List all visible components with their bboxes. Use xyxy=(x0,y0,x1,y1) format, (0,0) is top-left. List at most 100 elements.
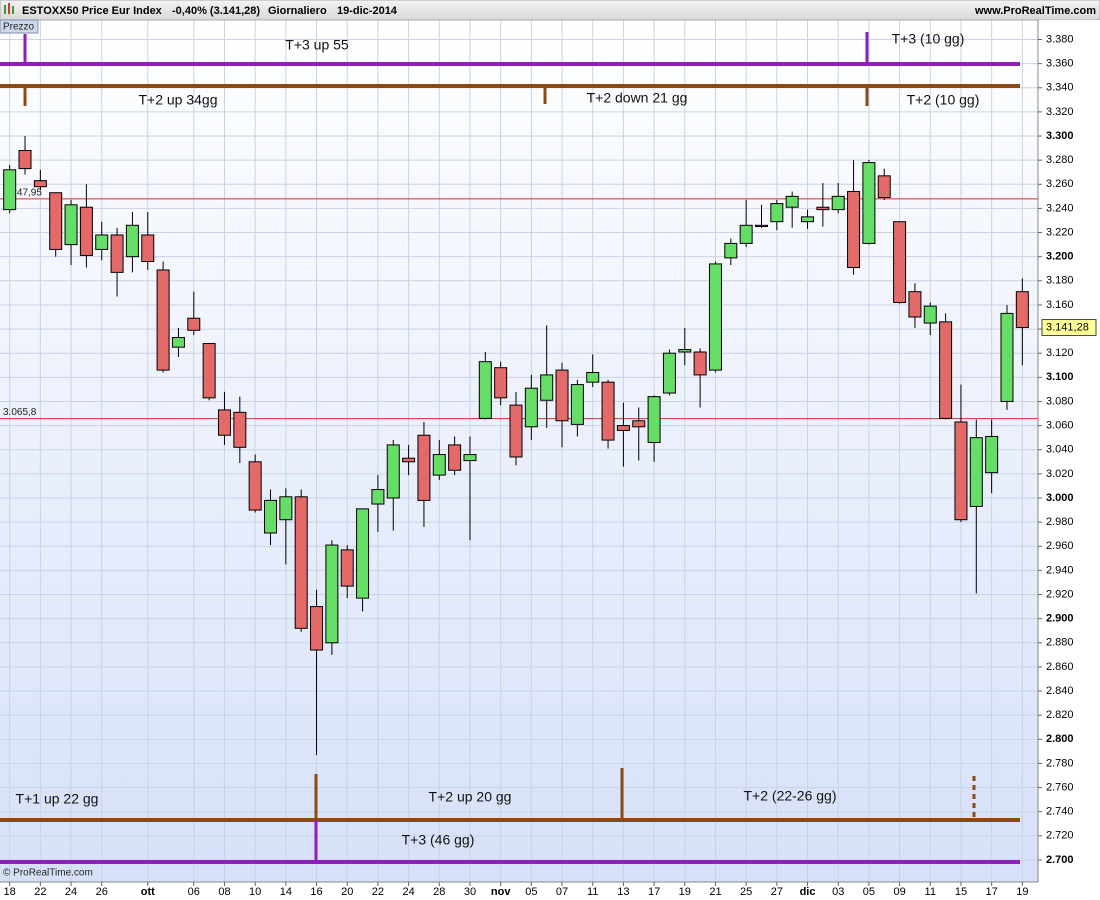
y-tick-label: 2.700 xyxy=(1046,854,1074,866)
y-tick-label: 3.040 xyxy=(1046,444,1074,456)
candle-body xyxy=(586,372,600,383)
candle-body xyxy=(248,461,262,511)
y-tick-label: 3.020 xyxy=(1046,468,1074,480)
date: 19-dic-2014 xyxy=(337,5,398,17)
y-tick-label: 3.300 xyxy=(1046,130,1074,142)
y-tick-label: 3.060 xyxy=(1046,420,1074,432)
candle-body xyxy=(954,421,968,521)
candle-body xyxy=(417,434,431,501)
candle-body xyxy=(110,234,124,273)
x-tick-label: 03 xyxy=(832,886,844,898)
y-tick-label: 2.780 xyxy=(1046,757,1074,769)
candle-body xyxy=(862,162,876,244)
candle-body xyxy=(279,496,293,521)
candle-body xyxy=(33,180,47,188)
x-tick-label: 09 xyxy=(893,886,905,898)
candle-body xyxy=(156,269,170,371)
candle-body xyxy=(202,343,216,399)
x-tick-label: 08 xyxy=(218,886,230,898)
y-tick-label: 2.800 xyxy=(1046,733,1074,745)
reference-label: 3.247,95 xyxy=(3,187,42,198)
y-tick-label: 2.920 xyxy=(1046,588,1074,600)
x-tick-label: 16 xyxy=(310,886,322,898)
y-tick-label: 2.820 xyxy=(1046,709,1074,721)
annotation-text: T+2 up 20 gg xyxy=(429,789,512,805)
last-price-label: 3.141,28 xyxy=(1046,321,1089,333)
reference-label: 3.065,8 xyxy=(3,407,37,418)
y-tick-label: 3.220 xyxy=(1046,226,1074,238)
x-tick-label: 17 xyxy=(648,886,660,898)
x-tick-label: 15 xyxy=(955,886,967,898)
y-tick-label: 3.200 xyxy=(1046,251,1074,263)
change: -0,40% (3.141,28) xyxy=(172,5,260,17)
annotation-text: T+3 up 55 xyxy=(285,37,349,53)
y-tick-label: 3.360 xyxy=(1046,58,1074,70)
candle-body xyxy=(801,216,815,223)
candle-body xyxy=(402,457,416,463)
candle-body xyxy=(540,374,554,401)
x-tick-label: 30 xyxy=(464,886,476,898)
candle-body xyxy=(294,496,308,629)
candle-body xyxy=(356,508,370,599)
y-tick-label: 2.940 xyxy=(1046,564,1074,576)
annotations: T+3 up 55 T+3 (10 gg) T+2 up 34gg T+2 down … xyxy=(0,31,1020,864)
annotation-text: T+2 down 21 gg xyxy=(587,90,688,106)
y-tick-label: 2.960 xyxy=(1046,540,1074,552)
candle-body xyxy=(448,444,462,471)
candle-body xyxy=(708,263,722,371)
x-tick-label: 28 xyxy=(433,886,445,898)
candle-body xyxy=(877,175,891,199)
site[interactable]: www.ProRealTime.com xyxy=(974,5,1096,17)
candle-body xyxy=(264,499,278,534)
candle-body xyxy=(816,206,830,211)
candle-body xyxy=(386,444,400,499)
x-tick-label: 24 xyxy=(402,886,414,898)
x-tick-label: 10 xyxy=(249,886,261,898)
y-tick-label: 2.720 xyxy=(1046,830,1074,842)
candle-body xyxy=(478,361,492,419)
y-tick-label: 2.740 xyxy=(1046,806,1074,818)
candle-body xyxy=(969,437,983,507)
candle-body xyxy=(371,489,385,505)
x-tick-label: 22 xyxy=(34,886,46,898)
x-tick-label: dic xyxy=(800,886,816,898)
candle-body xyxy=(770,203,784,223)
candle-body xyxy=(570,384,584,425)
candle-body xyxy=(1015,291,1029,329)
annotation-text: T+3 (46 gg) xyxy=(402,832,475,848)
y-axis-area xyxy=(1038,20,1100,882)
candle-body xyxy=(494,367,508,399)
annotation-text: T+2 (10 gg) xyxy=(907,92,980,108)
y-tick-label: 3.320 xyxy=(1046,106,1074,118)
candle-body xyxy=(831,195,845,211)
x-tick-label: 19 xyxy=(1016,886,1028,898)
x-tick-label: 17 xyxy=(986,886,998,898)
x-tick-label: 05 xyxy=(863,886,875,898)
y-tick-label: 3.260 xyxy=(1046,178,1074,190)
y-tick-label: 3.080 xyxy=(1046,395,1074,407)
panel-tag xyxy=(0,19,39,34)
candle-body xyxy=(647,396,661,443)
y-tick-label: 3.340 xyxy=(1046,82,1074,94)
grid xyxy=(0,20,1038,882)
title: ESTOXX50 Price Eur Index xyxy=(22,5,163,17)
candle-body xyxy=(233,411,247,448)
candle-body xyxy=(64,204,78,246)
candle-body xyxy=(601,381,615,441)
x-tick-label: 22 xyxy=(372,886,384,898)
candle-body xyxy=(49,192,63,250)
candle-body xyxy=(847,191,861,269)
period: Giornaliero xyxy=(268,5,327,17)
candle-body xyxy=(693,351,707,376)
candle-body xyxy=(785,195,799,208)
y-tick-label: 3.160 xyxy=(1046,299,1074,311)
x-tick-label: 27 xyxy=(771,886,783,898)
candle-body xyxy=(187,317,201,331)
x-tick-label: ott xyxy=(141,886,155,898)
candle-body xyxy=(509,404,523,458)
candle-body xyxy=(555,369,569,422)
candle-body xyxy=(310,606,324,651)
annotation-text: T+1 up 22 gg xyxy=(16,791,99,807)
candle-body xyxy=(79,206,93,256)
x-tick-label: 25 xyxy=(740,886,752,898)
